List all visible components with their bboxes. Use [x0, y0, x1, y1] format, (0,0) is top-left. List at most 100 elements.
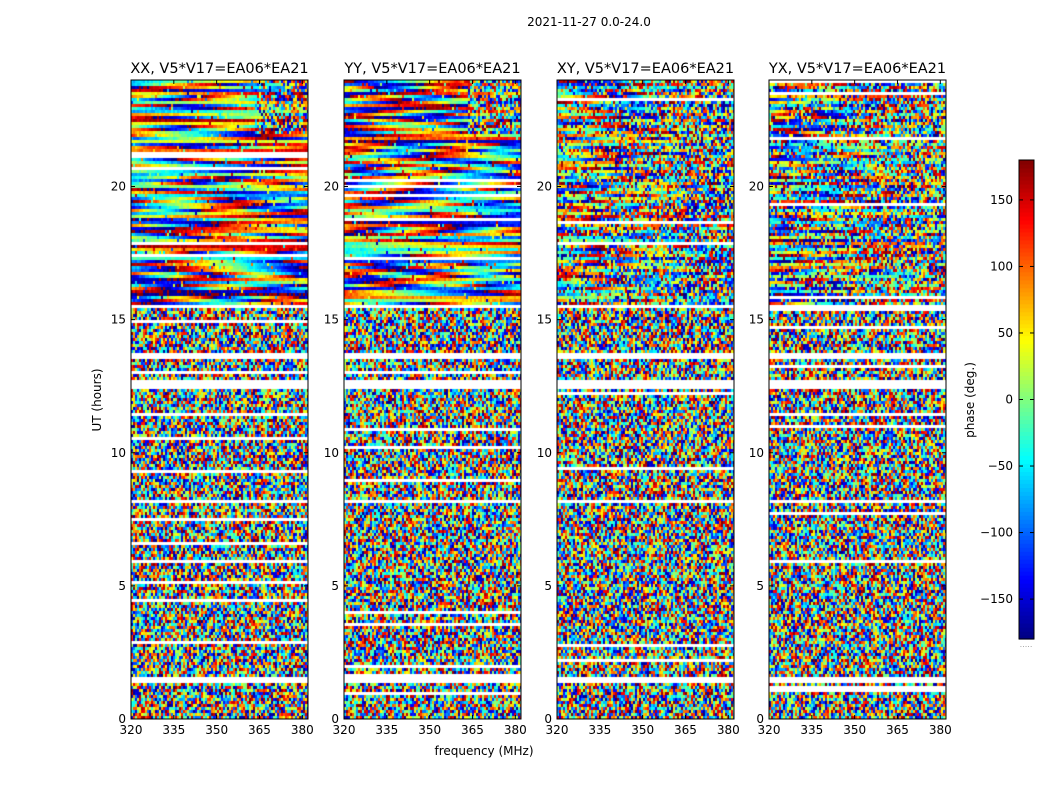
colorbar-swatch — [1019, 211, 1034, 217]
colorbar-tick-label: 0 — [1005, 393, 1013, 407]
colorbar-swatch — [1019, 447, 1034, 452]
x-tick-label: 320 — [120, 723, 143, 737]
x-tick-label: 350 — [418, 723, 441, 737]
y-tick-label: 0 — [118, 712, 126, 726]
colorbar-swatch — [1019, 543, 1034, 548]
y-tick-label: 5 — [118, 579, 126, 593]
x-tick-label: 380 — [717, 723, 740, 737]
panel-3: XY, V5*V17=EA06*EA21 320 335 350 365 380 0 5 10 1… — [537, 61, 740, 737]
y-tick-label: 20 — [537, 180, 552, 194]
colorbar-swatch — [1019, 263, 1034, 269]
colorbar-swatch — [1019, 247, 1034, 253]
colorbar-swatch — [1019, 427, 1034, 433]
colorbar-swatch — [1019, 579, 1034, 584]
colorbar-swatch — [1019, 323, 1034, 329]
colorbar-swatch — [1019, 267, 1034, 273]
colorbar-swatch — [1019, 603, 1034, 608]
colorbar-swatch — [1019, 191, 1034, 197]
colorbar-swatch — [1019, 207, 1034, 213]
colorbar-swatch — [1019, 319, 1034, 325]
colorbar-tick-label: −150 — [980, 592, 1013, 606]
colorbar-swatch — [1019, 339, 1034, 345]
colorbar-swatch — [1019, 415, 1034, 421]
y-tick-label: 20 — [324, 180, 339, 194]
colorbar-swatch — [1019, 615, 1034, 620]
colorbar-swatch — [1019, 167, 1034, 173]
colorbar-footer: ..... — [1020, 640, 1033, 649]
y-tick-label: 20 — [749, 180, 764, 194]
colorbar-swatch — [1019, 551, 1034, 556]
colorbar-tick-label: −50 — [988, 459, 1013, 473]
colorbar-swatch — [1019, 295, 1034, 301]
colorbar: 150 100 50 0 −50 −100 −150 — [980, 159, 1035, 640]
colorbar-swatch — [1019, 539, 1034, 544]
y-tick-label: 5 — [756, 579, 764, 593]
colorbar-swatch — [1019, 335, 1034, 341]
colorbar-swatch — [1019, 631, 1034, 636]
colorbar-swatch — [1019, 547, 1034, 552]
colorbar-swatch — [1019, 367, 1034, 373]
colorbar-swatch — [1019, 487, 1034, 492]
colorbar-swatch — [1019, 627, 1034, 632]
colorbar-swatch — [1019, 571, 1034, 576]
colorbar-swatch — [1019, 363, 1034, 369]
colorbar-swatch — [1019, 459, 1034, 464]
x-tick-label: 320 — [546, 723, 569, 737]
colorbar-swatch — [1019, 591, 1034, 596]
colorbar-swatch — [1019, 195, 1034, 201]
x-tick-label: 335 — [375, 723, 398, 737]
x-axis-label: frequency (MHz) — [434, 744, 533, 758]
colorbar-swatch — [1019, 327, 1034, 333]
y-tick-label: 10 — [324, 446, 339, 460]
colorbar-swatch — [1019, 331, 1034, 337]
colorbar-swatch — [1019, 475, 1034, 480]
colorbar-swatch — [1019, 183, 1034, 189]
colorbar-swatch — [1019, 307, 1034, 313]
colorbar-swatch — [1019, 575, 1034, 580]
panel-frame — [130, 79, 309, 720]
colorbar-swatch — [1019, 451, 1034, 456]
colorbar-swatch — [1019, 595, 1034, 600]
colorbar-swatch — [1019, 423, 1034, 429]
colorbar-tick-label: 150 — [990, 193, 1013, 207]
y-tick-label: 20 — [111, 180, 126, 194]
colorbar-swatch — [1019, 359, 1034, 365]
colorbar-swatch — [1019, 351, 1034, 357]
phase-heatmap — [344, 80, 521, 719]
colorbar-swatch — [1019, 355, 1034, 361]
x-tick-label: 320 — [758, 723, 781, 737]
colorbar-swatch — [1019, 567, 1034, 572]
colorbar-swatch — [1019, 407, 1034, 413]
panel-title: XY, V5*V17=EA06*EA21 — [557, 61, 734, 77]
colorbar-swatch — [1019, 255, 1034, 261]
colorbar-swatch — [1019, 215, 1034, 221]
x-tick-label: 335 — [588, 723, 611, 737]
x-tick-label: 335 — [800, 723, 823, 737]
y-tick-label: 15 — [537, 313, 552, 327]
colorbar-swatch — [1019, 515, 1034, 520]
colorbar-swatch — [1019, 163, 1034, 169]
x-tick-label: 350 — [631, 723, 654, 737]
colorbar-swatch — [1019, 611, 1034, 616]
colorbar-swatch — [1019, 619, 1034, 624]
colorbar-swatch — [1019, 375, 1034, 381]
x-tick-label: 380 — [504, 723, 527, 737]
colorbar-swatch — [1019, 495, 1034, 500]
colorbar-swatch — [1019, 391, 1034, 397]
colorbar-swatch — [1019, 371, 1034, 377]
colorbar-swatch — [1019, 483, 1034, 488]
colorbar-swatch — [1019, 531, 1034, 536]
colorbar-swatch — [1019, 471, 1034, 476]
colorbar-swatch — [1019, 455, 1034, 460]
y-tick-label: 10 — [111, 446, 126, 460]
colorbar-swatch — [1019, 219, 1034, 225]
x-tick-label: 365 — [461, 723, 484, 737]
y-tick-label: 10 — [749, 446, 764, 460]
colorbar-swatch — [1019, 160, 1034, 165]
y-tick-label: 10 — [537, 446, 552, 460]
colorbar-swatch — [1019, 187, 1034, 193]
colorbar-swatch — [1019, 443, 1034, 448]
colorbar-swatch — [1019, 203, 1034, 209]
colorbar-swatch — [1019, 175, 1034, 181]
colorbar-swatch — [1019, 419, 1034, 425]
